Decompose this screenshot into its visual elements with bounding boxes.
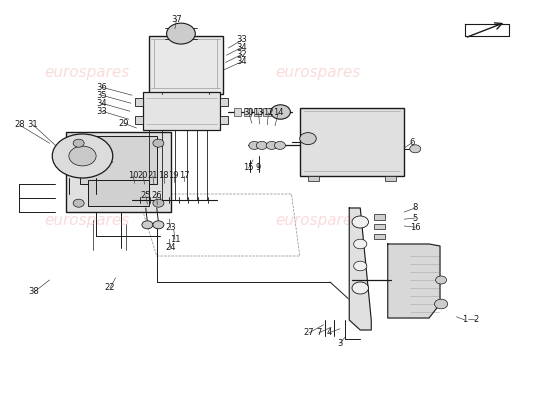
Bar <box>220 98 228 106</box>
Text: eurospares: eurospares <box>275 64 360 80</box>
Text: 6: 6 <box>410 138 415 147</box>
Text: 14: 14 <box>273 108 284 117</box>
Text: 26: 26 <box>151 192 162 200</box>
Text: 25: 25 <box>140 192 151 200</box>
Bar <box>143 92 220 130</box>
Circle shape <box>274 141 285 150</box>
Circle shape <box>69 146 96 166</box>
Bar <box>80 136 157 184</box>
Text: 31: 31 <box>28 120 38 129</box>
Bar <box>88 180 148 206</box>
Text: 10: 10 <box>128 172 139 180</box>
Bar <box>300 108 404 176</box>
Circle shape <box>410 145 421 153</box>
Bar <box>234 108 241 116</box>
Polygon shape <box>388 244 440 318</box>
Circle shape <box>249 141 260 150</box>
Text: 17: 17 <box>179 172 190 180</box>
Circle shape <box>354 239 367 249</box>
Text: 34: 34 <box>236 43 248 52</box>
Text: 21: 21 <box>147 172 158 180</box>
Text: 7: 7 <box>316 328 322 337</box>
Text: 34: 34 <box>96 99 107 108</box>
Text: 29: 29 <box>118 119 129 128</box>
Circle shape <box>153 199 164 207</box>
Polygon shape <box>349 208 371 330</box>
Text: 33: 33 <box>236 36 248 44</box>
Text: 33: 33 <box>96 107 107 116</box>
Text: eurospares: eurospares <box>44 212 129 228</box>
Bar <box>220 116 228 124</box>
Text: 19: 19 <box>168 172 179 180</box>
Circle shape <box>300 133 316 145</box>
Text: eurospares: eurospares <box>44 64 129 80</box>
Text: 34: 34 <box>236 57 248 66</box>
Bar <box>148 36 223 94</box>
Text: 24: 24 <box>165 244 176 252</box>
Bar <box>66 132 170 212</box>
Text: 27: 27 <box>304 328 315 337</box>
Text: 18: 18 <box>158 172 169 180</box>
Circle shape <box>153 221 164 229</box>
Circle shape <box>436 276 447 284</box>
Text: 11: 11 <box>169 235 180 244</box>
Bar <box>374 214 385 220</box>
Text: 16: 16 <box>410 223 421 232</box>
Text: 37: 37 <box>171 15 182 24</box>
Circle shape <box>434 299 448 309</box>
Text: 22: 22 <box>104 284 116 292</box>
Bar <box>135 116 143 124</box>
Text: 13: 13 <box>253 108 264 117</box>
Text: 28: 28 <box>14 120 25 129</box>
Circle shape <box>52 134 113 178</box>
Text: 32: 32 <box>236 50 248 59</box>
Circle shape <box>352 216 368 228</box>
Circle shape <box>73 139 84 147</box>
Text: 38: 38 <box>29 288 40 296</box>
Circle shape <box>142 221 153 229</box>
Text: 30: 30 <box>243 108 254 117</box>
Bar <box>135 98 143 106</box>
Text: 15: 15 <box>243 164 254 172</box>
Text: 8: 8 <box>412 204 418 212</box>
Circle shape <box>266 141 277 150</box>
Text: 35: 35 <box>96 91 107 100</box>
Circle shape <box>153 139 164 147</box>
Bar <box>374 234 385 239</box>
Bar <box>385 176 396 181</box>
Bar <box>263 108 271 116</box>
Text: eurospares: eurospares <box>275 212 360 228</box>
Bar <box>308 176 319 181</box>
Text: 23: 23 <box>165 224 176 232</box>
Text: 12: 12 <box>263 108 274 117</box>
Bar <box>374 224 385 229</box>
Circle shape <box>271 105 290 119</box>
Bar <box>244 108 251 116</box>
Text: 5: 5 <box>412 214 418 222</box>
Text: 3: 3 <box>337 339 343 348</box>
Text: 9: 9 <box>256 164 261 172</box>
Circle shape <box>167 23 195 44</box>
Text: 20: 20 <box>138 172 148 180</box>
Text: 2: 2 <box>473 316 478 324</box>
Text: 36: 36 <box>96 83 107 92</box>
Text: 4: 4 <box>326 328 332 337</box>
Text: 1: 1 <box>462 316 468 324</box>
Bar <box>254 108 261 116</box>
Circle shape <box>256 141 267 150</box>
Circle shape <box>354 261 367 271</box>
Circle shape <box>352 282 368 294</box>
Circle shape <box>73 199 84 207</box>
